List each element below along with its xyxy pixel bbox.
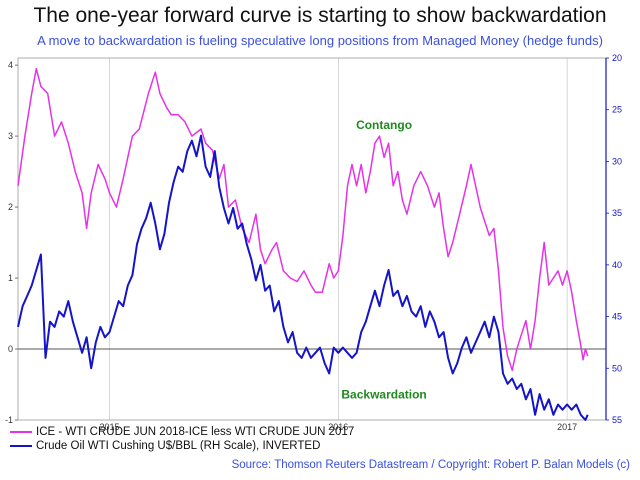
source-note: Source: Thomson Reuters Datastream / Cop…: [231, 459, 630, 471]
right-tick-label: 35: [612, 208, 622, 218]
x-tick-label: 2015: [100, 422, 120, 432]
left-tick-label: 0: [8, 344, 13, 354]
x-tick-label: 2017: [557, 422, 577, 432]
legend-label-spread: ICE - WTI CRUDE JUN 2018-ICE less WTI CR…: [36, 426, 355, 438]
series-line-crude: [17, 134, 589, 421]
right-tick-label: 50: [612, 363, 622, 373]
left-tick-label: 3: [8, 131, 13, 141]
left-tick-label: 1: [8, 273, 13, 283]
right-tick-label: 30: [612, 156, 622, 166]
annotation-backwardation: Backwardation: [341, 388, 426, 402]
right-tick-label: 20: [612, 53, 622, 63]
chart-subtitle: A move to backwardation is fueling specu…: [37, 33, 603, 48]
left-tick-label: 4: [8, 60, 13, 70]
legend-item-crude: Crude Oil WTI Cushing U$/BBL (RH Scale),…: [10, 440, 320, 452]
plot-frame: [17, 57, 607, 421]
left-tick-label: 2: [8, 202, 13, 212]
right-tick-label: 25: [612, 105, 622, 115]
annotation-contango: Contango: [356, 118, 412, 132]
legend-swatch-crude: [10, 444, 32, 447]
left-tick-label: -1: [5, 415, 13, 425]
legend-label-crude: Crude Oil WTI Cushing U$/BBL (RH Scale),…: [36, 440, 321, 452]
legend-swatch-spread: [10, 430, 32, 433]
x-tick-label: 2016: [328, 422, 348, 432]
chart-title: The one-year forward curve is starting t…: [33, 4, 607, 27]
legend-item-spread: ICE - WTI CRUDE JUN 2018-ICE less WTI CR…: [10, 426, 354, 438]
series-line-spread: [17, 67, 589, 372]
right-tick-label: 55: [612, 415, 622, 425]
right-tick-label: 45: [612, 312, 622, 322]
right-tick-label: 40: [612, 260, 622, 270]
